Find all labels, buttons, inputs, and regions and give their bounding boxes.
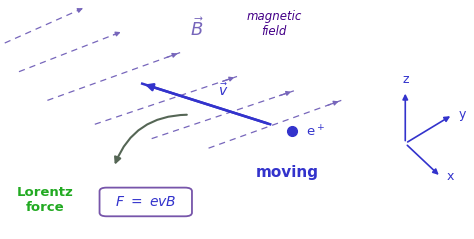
Text: Lorentz
force: Lorentz force — [17, 186, 73, 214]
Text: e$^+$: e$^+$ — [306, 124, 325, 139]
Text: $F\ =\ evB$: $F\ =\ evB$ — [115, 195, 176, 209]
Text: x: x — [447, 170, 454, 183]
Text: $\vec{B}$: $\vec{B}$ — [190, 17, 204, 40]
FancyBboxPatch shape — [100, 188, 192, 216]
Text: z: z — [402, 73, 409, 86]
Text: $\vec{v}$: $\vec{v}$ — [218, 82, 228, 99]
Text: moving: moving — [255, 165, 318, 179]
Text: magnetic
field: magnetic field — [246, 10, 302, 38]
Text: y: y — [458, 108, 466, 121]
